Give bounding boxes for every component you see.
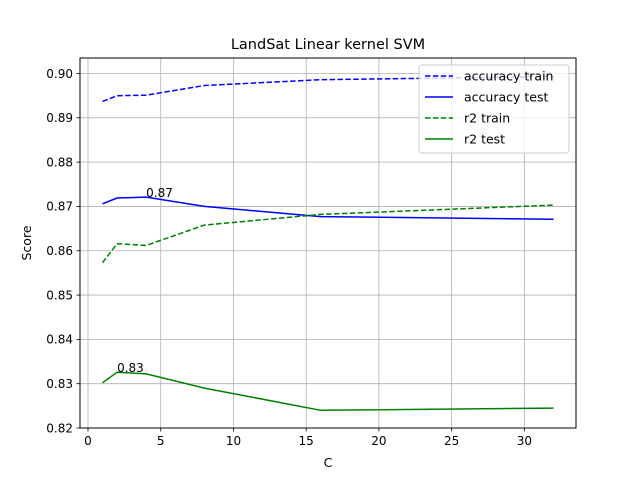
legend-label: r2 train [464, 111, 510, 126]
annotations: 0.87 0.83 [117, 186, 173, 375]
x-tick-label: 20 [371, 434, 386, 448]
y-tick-label: 0.90 [46, 67, 73, 81]
x-tick-label: 0 [84, 434, 92, 448]
x-axis-label: C [324, 455, 333, 470]
legend-frame [418, 64, 570, 154]
x-axis: 0 5 10 15 20 25 30 [84, 428, 532, 448]
y-axis-label: Score [19, 225, 34, 260]
annotation-label: 0.87 [146, 186, 173, 200]
annotation-label: 0.83 [117, 361, 144, 375]
y-tick-label: 0.88 [46, 155, 73, 169]
y-tick-label: 0.86 [46, 244, 73, 258]
y-tick-label: 0.84 [46, 333, 73, 347]
y-tick-label: 0.89 [46, 111, 73, 125]
y-axis: 0.82 0.83 0.84 0.85 0.86 0.87 0.88 0.89 0.90 [46, 67, 80, 435]
y-tick-label: 0.87 [46, 200, 73, 214]
x-tick-label: 10 [226, 434, 241, 448]
y-tick-label: 0.83 [46, 377, 73, 391]
x-tick-label: 5 [157, 434, 165, 448]
y-tick-label: 0.82 [46, 421, 73, 435]
series-line-r2-test [102, 371, 554, 412]
x-tick-label: 25 [444, 434, 459, 448]
legend-label: accuracy test [464, 90, 548, 105]
plot-frame [79, 57, 577, 429]
series-line-accuracy-test [102, 196, 554, 221]
y-tick-label: 0.85 [46, 288, 73, 302]
x-tick-label: 30 [517, 434, 532, 448]
legend-label: r2 test [464, 132, 505, 147]
series-layer [101, 75, 554, 412]
legend-label: accuracy train [464, 69, 553, 84]
legend: accuracy train accuracy test r2 train r2 te… [418, 64, 570, 154]
x-tick-label: 15 [299, 434, 314, 448]
series-line-r2-train [101, 204, 554, 264]
series-line-accuracy-train [102, 75, 554, 103]
chart-title: LandSat Linear kernel SVM [231, 37, 425, 53]
